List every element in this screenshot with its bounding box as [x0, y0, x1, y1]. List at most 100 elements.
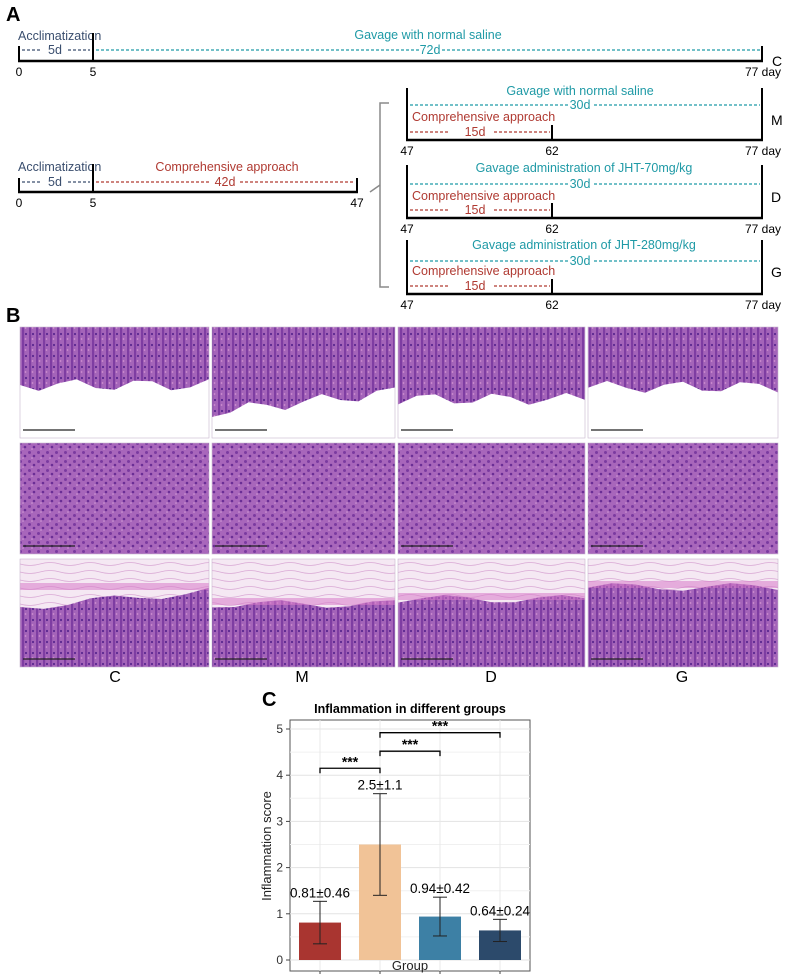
histology-image-m-row-2: [211, 442, 396, 555]
model-tick-label-5: 5: [90, 196, 97, 210]
histology-frame: [19, 326, 210, 439]
model-tick-label-0: 0: [16, 196, 23, 210]
chart-ylabel: Inflammation score: [259, 791, 274, 901]
histology-image-m-row-3: [211, 558, 396, 668]
histology-image-g-row-3: [587, 558, 779, 668]
histology-image-d-row-2: [397, 442, 586, 555]
branch-g-tick-label-47: 47: [400, 298, 414, 312]
branch-d-tick-label-62: 62: [545, 222, 559, 236]
branch-m-approach-label: Comprehensive approach: [412, 110, 555, 124]
histology-image-d-row-1: [397, 326, 586, 439]
control-group-label: C: [772, 53, 782, 69]
histology-frame: [211, 326, 396, 439]
branch-m-tick-label-62: 62: [545, 144, 559, 158]
branch-g-approach-label: Comprehensive approach: [412, 264, 555, 278]
control-tick-label-0: 0: [16, 65, 23, 79]
chart-axes: 0 1 2 3 4 5: [276, 722, 501, 974]
significance-bracket-m-g: [379, 732, 501, 738]
mucosa-tissue: [398, 443, 585, 554]
model-treatment-label: Comprehensive approach: [155, 160, 298, 174]
data-label-d: 0.94±0.42: [410, 881, 470, 896]
histology-frame: [397, 558, 586, 668]
muscularis-layer: [212, 598, 395, 605]
significance-bracket-c-m: [319, 767, 381, 774]
branch-g-tick-label-77: 77 day: [745, 298, 781, 312]
branch-d-treatment-label: Gavage administration of JHT-70mg/kg: [476, 161, 693, 175]
branch-m-tick-label-77: 77 day: [745, 144, 781, 158]
significance-label-m-g: ***: [432, 718, 449, 734]
significance-label-c-m: ***: [342, 753, 359, 769]
histology-image-c-row-1: [19, 326, 210, 439]
y-tick-label: 4: [276, 768, 283, 782]
timeline-branch-m: Gavage with normal saline 30d Comprehens…: [400, 84, 782, 158]
muscularis-layer: [398, 593, 585, 600]
panel-label-c: C: [262, 689, 276, 711]
branch-g-treatment-duration: 30d: [570, 254, 591, 268]
histology-frame: [397, 326, 586, 439]
histology-image-g-row-2: [587, 442, 779, 555]
branch-m-treatment-duration: 30d: [570, 98, 591, 112]
control-tick-label-77: 77 day: [745, 65, 781, 79]
chart-xlabel: Group: [392, 958, 428, 973]
timeline-branch-d: Gavage administration of JHT-70mg/kg 30d…: [400, 161, 781, 236]
chart-significance: *** *** ***: [319, 718, 501, 774]
timeline-branch-g: Gavage administration of JHT-280mg/kg 30…: [400, 238, 782, 312]
histology-frame: [19, 558, 210, 668]
histology-image-d-row-3: [397, 558, 586, 668]
muscularis-layer: [20, 583, 209, 590]
mucosa-tissue: [212, 600, 395, 667]
branch-d-treatment-duration: 30d: [570, 177, 591, 191]
branch-d-tick-label-47: 47: [400, 222, 414, 236]
control-tick-label-5: 5: [90, 65, 97, 79]
branch-d-approach-duration: 15d: [465, 203, 486, 217]
chart-bars: 0.81±0.46 2.5±1.1 0.94±0.420.64±0.24: [290, 778, 530, 960]
y-tick-label: 3: [276, 814, 283, 828]
y-tick-label: 5: [276, 722, 283, 736]
mucosa-tissue: [20, 587, 209, 667]
control-treatment-duration: 72d: [420, 43, 441, 57]
data-label-m: 2.5±1.1: [358, 778, 403, 793]
histology-group-label-d: D: [485, 669, 497, 686]
y-tick-label: 1: [276, 907, 283, 921]
histology-frame: [211, 442, 396, 555]
histology-image-c-row-3: [19, 558, 210, 668]
significance-label-m-d: ***: [402, 736, 419, 752]
histology-frame: [397, 442, 586, 555]
histology-group-label-g: G: [676, 669, 688, 686]
histology-image-m-row-1: [211, 326, 396, 439]
branch-g-group-label: G: [771, 264, 782, 280]
histology-group-label-c: C: [109, 669, 121, 686]
mucosa-tissue: [588, 583, 778, 667]
histology-frame: [211, 558, 396, 668]
model-tick-label-47: 47: [350, 196, 364, 210]
branch-bracket: [379, 102, 389, 288]
branch-d-tick-label-77: 77 day: [745, 222, 781, 236]
mucosa-tissue: [588, 443, 778, 554]
mucosa-tissue: [20, 443, 209, 554]
panel-label-b: B: [6, 305, 20, 327]
significance-bracket-m-d: [379, 750, 441, 757]
branch-m-tick-label-47: 47: [400, 144, 414, 158]
branch-g-tick-label-62: 62: [545, 298, 559, 312]
branch-m-approach-duration: 15d: [465, 125, 486, 139]
y-tick-label: 2: [276, 861, 283, 875]
histology-frame: [587, 326, 779, 439]
control-treatment-label: Gavage with normal saline: [354, 28, 501, 42]
histology-image-g-row-1: [587, 326, 779, 439]
mucosa-tissue: [20, 327, 209, 391]
histology-frame: [587, 558, 779, 668]
mucosa-tissue: [212, 327, 395, 417]
data-label-g: 0.64±0.24: [470, 903, 530, 918]
timeline-model: Acclimatization 5d Comprehensive approac…: [16, 160, 364, 210]
branch-m-treatment-label: Gavage with normal saline: [506, 84, 653, 98]
branch-g-treatment-label: Gavage administration of JHT-280mg/kg: [472, 238, 696, 252]
chart-title: Inflammation in different groups: [314, 702, 506, 716]
histology-image-c-row-2: [19, 442, 210, 555]
mucosa-tissue: [588, 327, 778, 393]
branch-g-approach-duration: 15d: [465, 279, 486, 293]
histology-group-label-m: M: [295, 669, 308, 686]
histology-grid: [19, 326, 779, 668]
timeline-control: Acclimatization 5d Gavage with normal sa…: [16, 28, 782, 79]
control-acc-duration: 5d: [48, 43, 62, 57]
